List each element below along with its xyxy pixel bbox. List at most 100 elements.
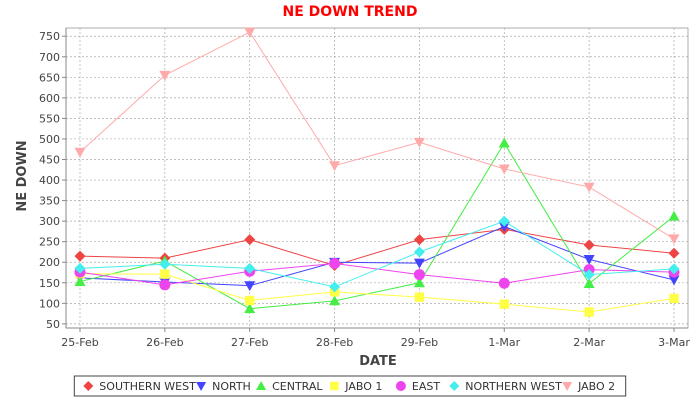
legend-label: JABO 2 bbox=[577, 380, 615, 393]
legend-label: CENTRAL bbox=[272, 380, 323, 393]
legend-marker bbox=[395, 381, 406, 391]
data-point bbox=[413, 277, 425, 288]
series-jabo-2 bbox=[74, 27, 680, 245]
legend-marker bbox=[196, 382, 207, 391]
x-tick-label: 28-Feb bbox=[316, 336, 353, 349]
legend-box bbox=[73, 375, 627, 397]
y-tick-label: 600 bbox=[39, 92, 60, 105]
series-line bbox=[79, 220, 675, 288]
data-point bbox=[413, 258, 425, 269]
y-tick-label: 100 bbox=[39, 297, 60, 310]
legend-marker bbox=[330, 381, 339, 391]
data-point bbox=[159, 258, 171, 270]
legend-item: JABO 1 bbox=[330, 380, 382, 393]
legend-item: NORTHERN WEST bbox=[449, 380, 562, 393]
legend-label: NORTH bbox=[212, 380, 251, 393]
legend-marker bbox=[256, 381, 267, 390]
axes: 50 100 150 200 250 300 350 400 450 500 550 600 650 70… bbox=[39, 28, 690, 349]
series-line bbox=[79, 31, 675, 240]
data-point bbox=[329, 257, 341, 269]
data-point bbox=[413, 246, 425, 258]
data-point bbox=[668, 210, 680, 221]
series-southern-west bbox=[74, 223, 680, 272]
y-tick-label: 300 bbox=[39, 215, 60, 228]
x-tick-label: 1-Mar bbox=[488, 336, 520, 349]
data-point bbox=[244, 234, 256, 246]
legend-marker bbox=[562, 382, 573, 391]
data-point bbox=[329, 295, 341, 306]
legend-label: SOUTHERN WEST bbox=[99, 380, 196, 393]
series-line bbox=[79, 228, 675, 267]
data-point bbox=[160, 269, 170, 279]
x-axis-title: DATE bbox=[359, 354, 397, 369]
legend-label: NORTHERN WEST bbox=[465, 380, 562, 393]
x-tick-label: 29-Feb bbox=[401, 336, 438, 349]
data-point bbox=[74, 250, 86, 262]
data-point bbox=[498, 137, 510, 148]
data-point bbox=[244, 281, 256, 292]
y-tick-label: 350 bbox=[39, 195, 60, 208]
data-point bbox=[668, 275, 680, 286]
x-tick-label: 3-Mar bbox=[658, 336, 690, 349]
data-point bbox=[159, 70, 171, 81]
data-point bbox=[499, 299, 509, 309]
data-point bbox=[584, 307, 594, 317]
y-tick-label: 250 bbox=[39, 236, 60, 249]
data-point bbox=[245, 295, 255, 306]
data-point bbox=[668, 247, 680, 259]
y-axis-title: NE DOWN bbox=[15, 140, 30, 211]
y-tick-label: 150 bbox=[39, 277, 60, 290]
data-point bbox=[244, 262, 256, 274]
legend-item: SOUTHERN WEST bbox=[83, 380, 196, 393]
series-line bbox=[79, 142, 675, 310]
legend-label: JABO 1 bbox=[344, 380, 382, 393]
x-tick-label: 2-Mar bbox=[573, 336, 605, 349]
y-tick-label: 750 bbox=[39, 30, 60, 43]
data-point bbox=[668, 234, 680, 245]
legend-marker bbox=[83, 381, 94, 391]
data-point bbox=[498, 164, 510, 175]
y-tick-label: 450 bbox=[39, 154, 60, 167]
legend: SOUTHERN WEST NORTH CENTRAL JABO 1 EAST NORTH… bbox=[73, 375, 627, 397]
y-tick-label: 500 bbox=[39, 133, 60, 146]
data-point bbox=[498, 277, 510, 289]
legend-item: JABO 2 bbox=[562, 380, 615, 393]
data-point bbox=[414, 292, 425, 302]
data-point bbox=[413, 137, 425, 148]
data-point bbox=[583, 254, 595, 265]
data-point bbox=[74, 262, 86, 274]
legend-marker bbox=[449, 381, 460, 391]
data-point bbox=[329, 161, 341, 172]
data-point bbox=[244, 27, 256, 38]
series-northern-west bbox=[74, 215, 680, 293]
legend-label: EAST bbox=[412, 380, 440, 393]
x-tick-label: 27-Feb bbox=[231, 336, 268, 349]
y-tick-label: 700 bbox=[39, 51, 60, 64]
chart-title: NE DOWN TREND bbox=[283, 4, 418, 20]
data-point bbox=[413, 269, 425, 281]
data-point bbox=[498, 222, 510, 232]
data-point bbox=[583, 182, 595, 193]
legend-item: EAST bbox=[395, 380, 440, 393]
y-tick-label: 650 bbox=[39, 71, 60, 84]
series-layer bbox=[74, 27, 680, 317]
x-tick-label: 26-Feb bbox=[146, 336, 183, 349]
y-tick-label: 400 bbox=[39, 174, 60, 187]
data-point bbox=[74, 276, 86, 286]
series-line bbox=[79, 273, 675, 313]
y-tick-label: 200 bbox=[39, 256, 60, 269]
data-point bbox=[413, 234, 425, 246]
y-tick-label: 50 bbox=[46, 318, 60, 331]
data-point bbox=[583, 278, 595, 289]
data-point bbox=[329, 281, 341, 293]
data-point bbox=[498, 215, 510, 227]
data-point bbox=[159, 279, 171, 291]
data-point bbox=[668, 263, 680, 275]
data-point bbox=[244, 303, 256, 314]
data-point bbox=[669, 293, 679, 304]
data-point bbox=[583, 269, 595, 281]
x-tick-label: 25-Feb bbox=[61, 336, 98, 349]
legend-item: CENTRAL bbox=[256, 380, 323, 393]
